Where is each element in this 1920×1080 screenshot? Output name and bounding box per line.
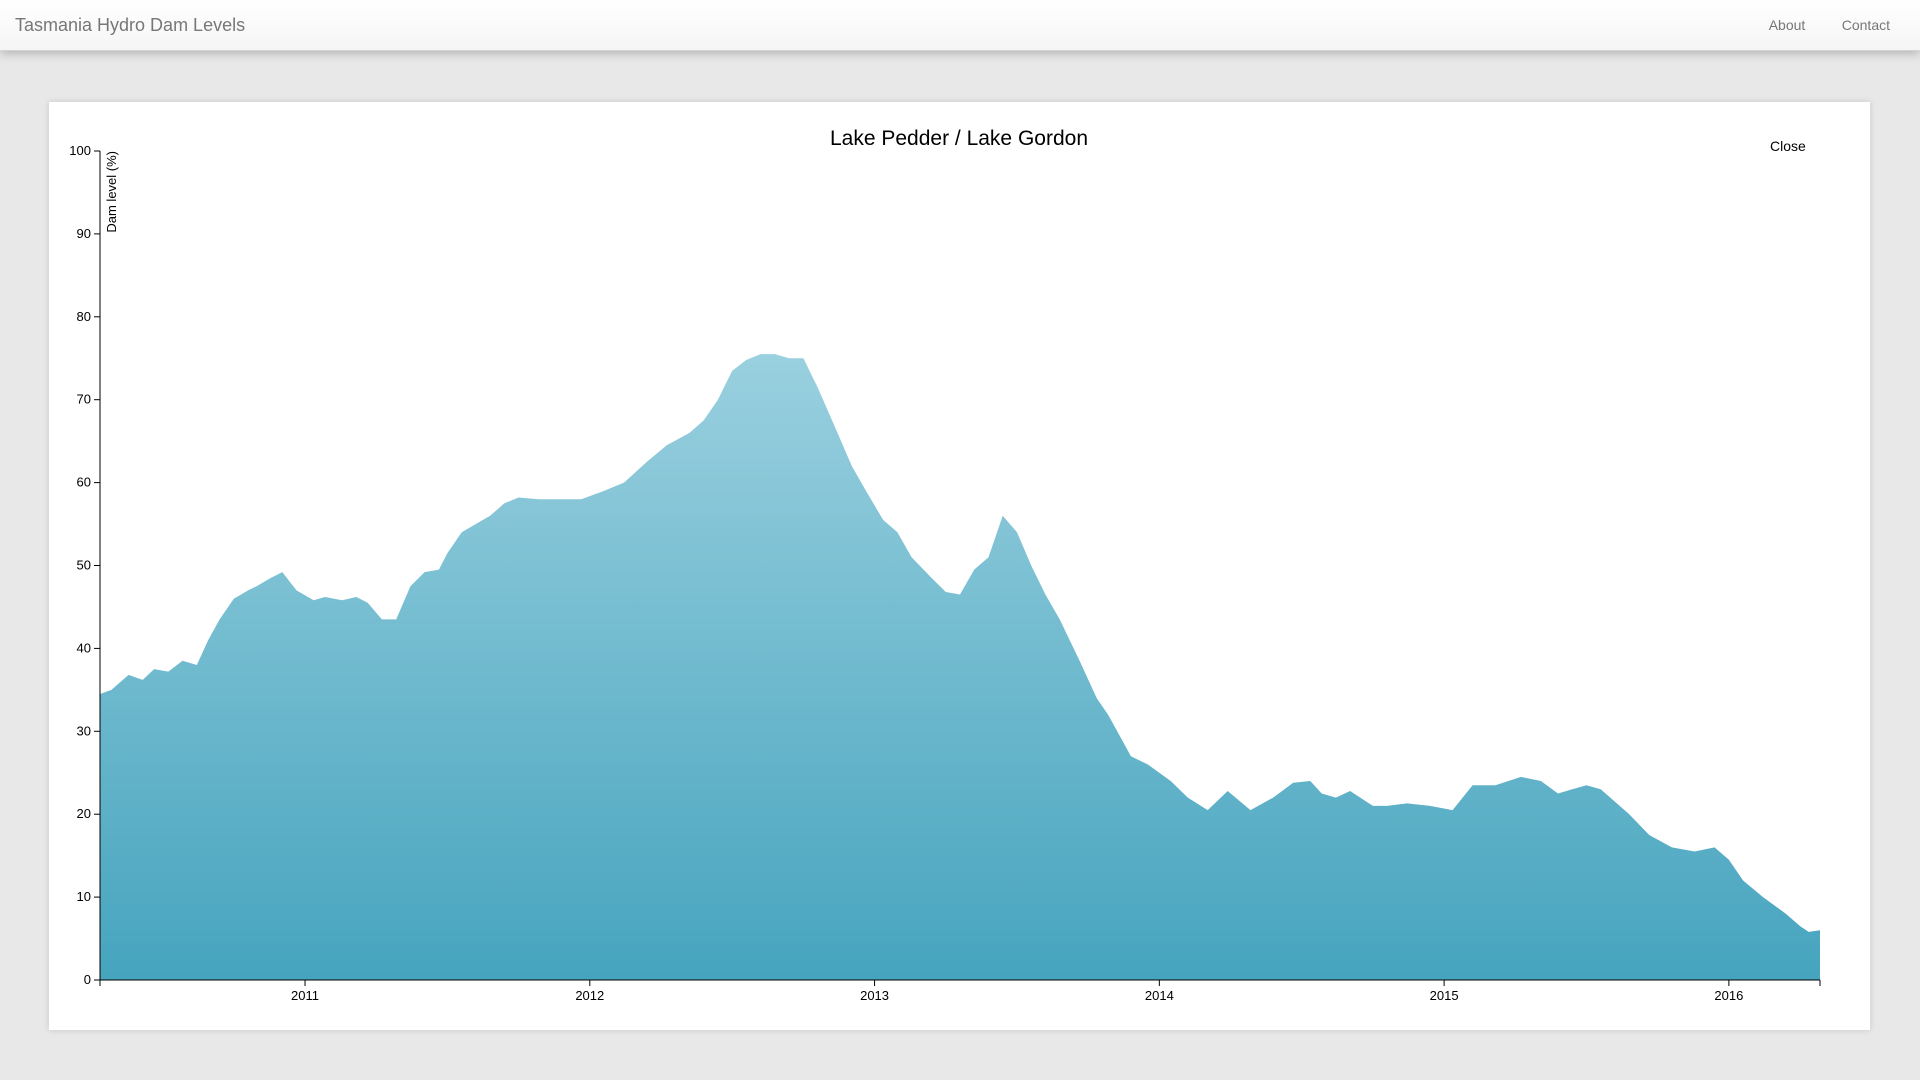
y-tick-label: 0	[84, 972, 91, 987]
y-tick-label: 10	[77, 889, 91, 904]
y-tick-label: 50	[77, 558, 91, 573]
x-tick-label: 2012	[575, 988, 604, 1003]
y-tick-label: 70	[77, 392, 91, 407]
plot-area: 0 10 20 30 40 50 60 70 80 90 100 Dam level (%) 2011 2…	[69, 143, 1821, 1003]
chart-title: Lake Pedder / Lake Gordon	[830, 127, 1088, 150]
y-tick-label: 40	[77, 640, 91, 655]
x-tick-label: 2013	[860, 988, 889, 1003]
navbar: Tasmania Hydro Dam Levels About Contact	[0, 0, 1920, 51]
y-tick-label: 80	[77, 309, 91, 324]
x-tick-label: 2014	[1145, 988, 1174, 1003]
nav-links: About Contact	[1737, 17, 1890, 35]
y-tick-label: 30	[77, 723, 91, 738]
y-tick-label: 90	[77, 226, 91, 241]
x-tick-label: 2016	[1714, 988, 1743, 1003]
y-tick-label: 60	[77, 475, 91, 490]
y-axis-label: Dam level (%)	[104, 151, 119, 233]
area-series	[100, 354, 1820, 981]
y-tick-label: 20	[77, 806, 91, 821]
brand-link[interactable]: Tasmania Hydro Dam Levels	[15, 15, 246, 35]
dam-level-chart: Lake Pedder / Lake Gordon 0 10 20 30 40 50 60 7…	[69, 127, 1821, 1003]
chart-modal: Close Lake Pedder / Lake Gordon 0 10 20 30 4…	[49, 102, 1870, 1030]
close-button[interactable]: Close	[1770, 138, 1806, 154]
y-tick-label: 100	[69, 143, 91, 158]
x-tick-label: 2011	[291, 988, 319, 1003]
nav-contact-link[interactable]: Contact	[1841, 17, 1890, 33]
nav-about-link[interactable]: About	[1768, 17, 1806, 33]
x-tick-label: 2015	[1430, 988, 1459, 1003]
